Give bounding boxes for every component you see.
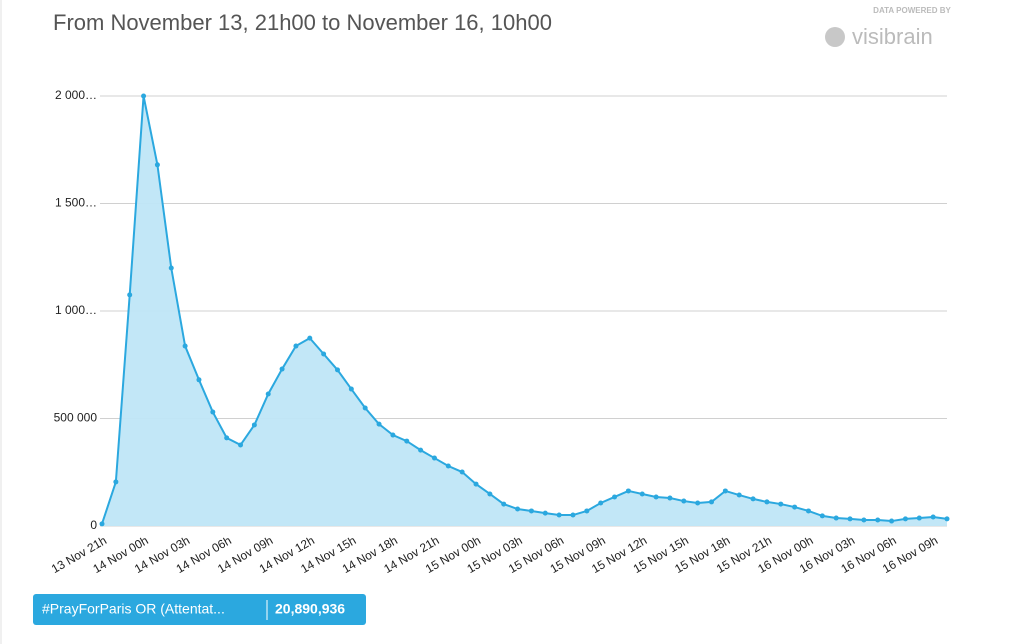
- point: [750, 496, 756, 502]
- point: [127, 292, 133, 298]
- point: [390, 432, 396, 438]
- point: [792, 504, 798, 510]
- point: [861, 517, 867, 523]
- point: [196, 377, 202, 383]
- point: [889, 518, 895, 524]
- point: [210, 409, 216, 415]
- point: [265, 391, 271, 397]
- point: [875, 517, 881, 523]
- point: [944, 516, 950, 522]
- point: [168, 265, 174, 271]
- point: [902, 516, 908, 522]
- brand-name: visibrain: [852, 24, 933, 49]
- point: [445, 463, 451, 469]
- point: [916, 515, 922, 521]
- brand-caption: DATA POWERED BY: [873, 6, 951, 15]
- point: [681, 498, 687, 504]
- point: [695, 500, 701, 506]
- point: [736, 492, 742, 498]
- point: [612, 494, 618, 500]
- point: [709, 499, 715, 505]
- point: [238, 442, 244, 448]
- point: [473, 481, 479, 487]
- point: [930, 514, 936, 520]
- point: [805, 508, 811, 514]
- point: [182, 343, 188, 349]
- point: [570, 512, 576, 518]
- point: [224, 435, 230, 441]
- y-tick-label: 0: [90, 518, 97, 532]
- point: [334, 367, 340, 373]
- point: [833, 515, 839, 521]
- point: [542, 510, 548, 516]
- point: [431, 455, 437, 461]
- point: [293, 343, 299, 349]
- point: [598, 500, 604, 506]
- y-tick-label: 1 500…: [55, 196, 97, 210]
- point: [515, 506, 521, 512]
- chart-title: From November 13, 21h00 to November 16, …: [53, 10, 552, 35]
- legend[interactable]: #PrayForParis OR (Attentat... 20,890,936: [33, 594, 366, 625]
- point: [667, 495, 673, 501]
- point: [459, 469, 465, 475]
- point: [584, 508, 590, 514]
- point: [251, 422, 257, 428]
- point: [819, 513, 825, 519]
- point: [501, 501, 507, 507]
- point: [376, 421, 382, 427]
- point: [528, 508, 534, 514]
- point: [639, 491, 645, 497]
- legend-total: 20,890,936: [275, 601, 345, 617]
- point: [154, 162, 160, 168]
- point: [487, 491, 493, 497]
- point: [113, 479, 119, 485]
- legend-name: #PrayForParis OR (Attentat...: [42, 601, 225, 617]
- point: [279, 366, 285, 372]
- y-tick-label: 1 000…: [55, 303, 97, 317]
- point: [348, 386, 354, 392]
- point: [722, 488, 728, 494]
- point: [321, 351, 327, 357]
- y-tick-label: 2 000…: [55, 88, 97, 102]
- point: [418, 447, 424, 453]
- point: [362, 405, 368, 411]
- area-fill: [102, 96, 947, 526]
- point: [404, 438, 410, 444]
- point: [847, 516, 853, 522]
- point: [625, 488, 631, 494]
- point: [307, 335, 313, 341]
- point: [556, 512, 562, 518]
- legend-pill[interactable]: [33, 594, 366, 625]
- point: [653, 494, 659, 500]
- point: [764, 499, 770, 505]
- brand-logo: [825, 27, 845, 47]
- point: [778, 501, 784, 507]
- y-tick-label: 500 000: [54, 411, 98, 425]
- point: [141, 93, 147, 99]
- point: [99, 521, 105, 527]
